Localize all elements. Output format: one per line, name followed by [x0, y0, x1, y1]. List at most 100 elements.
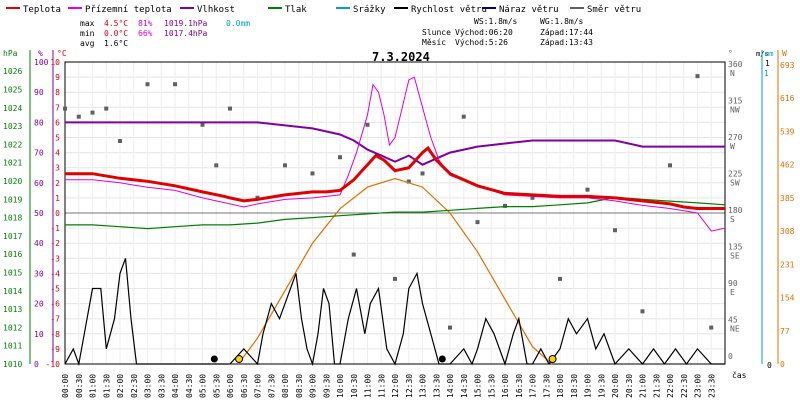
legend-label: Náraz větru — [499, 5, 559, 15]
temp-tick: 0 — [55, 209, 60, 218]
temp-tick: 10 — [50, 58, 60, 67]
sun-marker — [235, 355, 244, 363]
humidity-tick: 10 — [34, 330, 44, 339]
wind-dir-point — [640, 309, 645, 314]
winddir-unit: ° — [728, 49, 733, 58]
astro-moon-set: Západ:13:43 — [540, 38, 593, 47]
solar-line — [237, 177, 553, 365]
solar-unit: W — [782, 49, 787, 58]
x-tick: 02:30 — [130, 374, 139, 398]
legend-label: Teplota — [23, 5, 61, 15]
winddir-tick: 0 — [728, 352, 733, 361]
x-tick: 22:00 — [666, 374, 675, 398]
wind-dir-point — [406, 179, 411, 184]
x-tick: 14:30 — [460, 374, 469, 398]
x-tick: 16:00 — [501, 374, 510, 398]
stat-min-press: 1017.4hPa — [164, 29, 208, 38]
humidity-tick: 90 — [34, 88, 44, 97]
x-tick: 18:30 — [570, 374, 579, 398]
wind-dir-point — [351, 252, 356, 257]
astro-ws: WS:1.8m/s — [474, 17, 518, 26]
wind-dir-point — [448, 325, 452, 330]
wind-dir-point — [668, 163, 672, 168]
x-tick: 14:00 — [446, 374, 455, 398]
pressure-tick: 1025 — [3, 85, 22, 94]
pressure-tick: 1023 — [3, 122, 22, 131]
wind-dir-point — [76, 114, 81, 119]
humidity-tick: 40 — [34, 239, 44, 248]
wind-speed-line — [64, 258, 725, 367]
x-tick: 11:00 — [364, 374, 373, 398]
temp-tick: -7 — [50, 315, 60, 324]
temp-tick: 2 — [55, 179, 60, 188]
wind-dir-point — [393, 276, 397, 281]
wind-dir-point — [145, 82, 150, 87]
x-tick: 00:30 — [75, 374, 84, 398]
humidity-tick: 0 — [34, 360, 39, 369]
humidity-tick: 50 — [34, 209, 44, 218]
temp-tick: 3 — [55, 164, 60, 173]
x-tick: 20:00 — [611, 374, 620, 398]
x-tick: 23:30 — [707, 374, 716, 398]
x-tick: 12:00 — [391, 374, 400, 398]
astro-moon-label: Měsíc — [422, 38, 446, 47]
wind-dir-point — [338, 155, 342, 160]
wind-dir-point — [310, 171, 315, 176]
x-tick: 04:00 — [171, 374, 180, 398]
pressure-tick: 1026 — [3, 67, 22, 76]
astro-sun-rise: Východ:06:20 — [455, 28, 513, 37]
wind-dir-point — [104, 106, 109, 111]
x-tick: 22:30 — [680, 374, 689, 398]
x-tick: 06:00 — [226, 374, 235, 398]
pressure-tick: 1011 — [3, 342, 22, 351]
pressure-tick: 1024 — [3, 104, 22, 113]
stat-max-hum: 81% — [138, 19, 153, 28]
wind-dir-point — [90, 110, 95, 115]
humidity-tick: 60 — [34, 179, 44, 188]
sun-marker — [548, 355, 557, 363]
x-tick: 20:30 — [625, 374, 634, 398]
temp-tick: 5 — [55, 134, 60, 143]
x-tick: 19:30 — [597, 374, 606, 398]
wind-dir-point — [530, 195, 535, 200]
x-tick: 13:30 — [432, 374, 441, 398]
x-tick: 21:30 — [652, 374, 661, 398]
temp-tick: 1 — [55, 194, 60, 203]
x-tick: 05:00 — [199, 374, 208, 398]
temp-tick: -5 — [50, 285, 60, 294]
pressure-tick: 1021 — [3, 159, 22, 168]
temp-tick: -1 — [50, 224, 60, 233]
solar-tick: 154 — [780, 294, 795, 303]
humidity-unit: % — [38, 49, 43, 58]
x-tick: 04:30 — [185, 374, 194, 398]
temp-tick: -8 — [50, 330, 60, 339]
winddir-tick: 135 — [728, 243, 743, 252]
pressure-tick: 1018 — [3, 214, 22, 223]
solar-tick: 462 — [780, 161, 795, 170]
x-tick: 00:00 — [61, 374, 70, 398]
solar-tick: 385 — [780, 194, 795, 203]
rain-tick: 1 — [764, 69, 769, 78]
x-tick: 01:00 — [89, 374, 98, 398]
legend-label: Rychlost větru — [411, 5, 487, 15]
wind-dir-point — [200, 122, 205, 127]
humidity-tick: 80 — [34, 118, 44, 127]
solar-tick: 0 — [780, 360, 785, 369]
humidity-tick: 30 — [34, 269, 44, 278]
x-axis-label: čas — [732, 370, 747, 380]
wind-dir-point — [228, 106, 232, 111]
pressure-tick: 1012 — [3, 323, 22, 332]
x-tick: 07:00 — [254, 374, 263, 398]
winddir-tick: 180 — [728, 206, 743, 215]
wind-dir-point — [63, 106, 67, 111]
wind-dir-point — [283, 163, 287, 168]
wind-dir-point — [695, 74, 700, 79]
pressure-tick: 1010 — [3, 360, 22, 369]
pressure-tick: 1017 — [3, 232, 22, 241]
pressure-tick: 1014 — [3, 287, 22, 296]
pressure-tick: 1019 — [3, 195, 22, 204]
legend-label: Směr větru — [587, 5, 641, 15]
x-tick: 15:00 — [474, 374, 483, 398]
wind-dir-point — [214, 163, 219, 168]
